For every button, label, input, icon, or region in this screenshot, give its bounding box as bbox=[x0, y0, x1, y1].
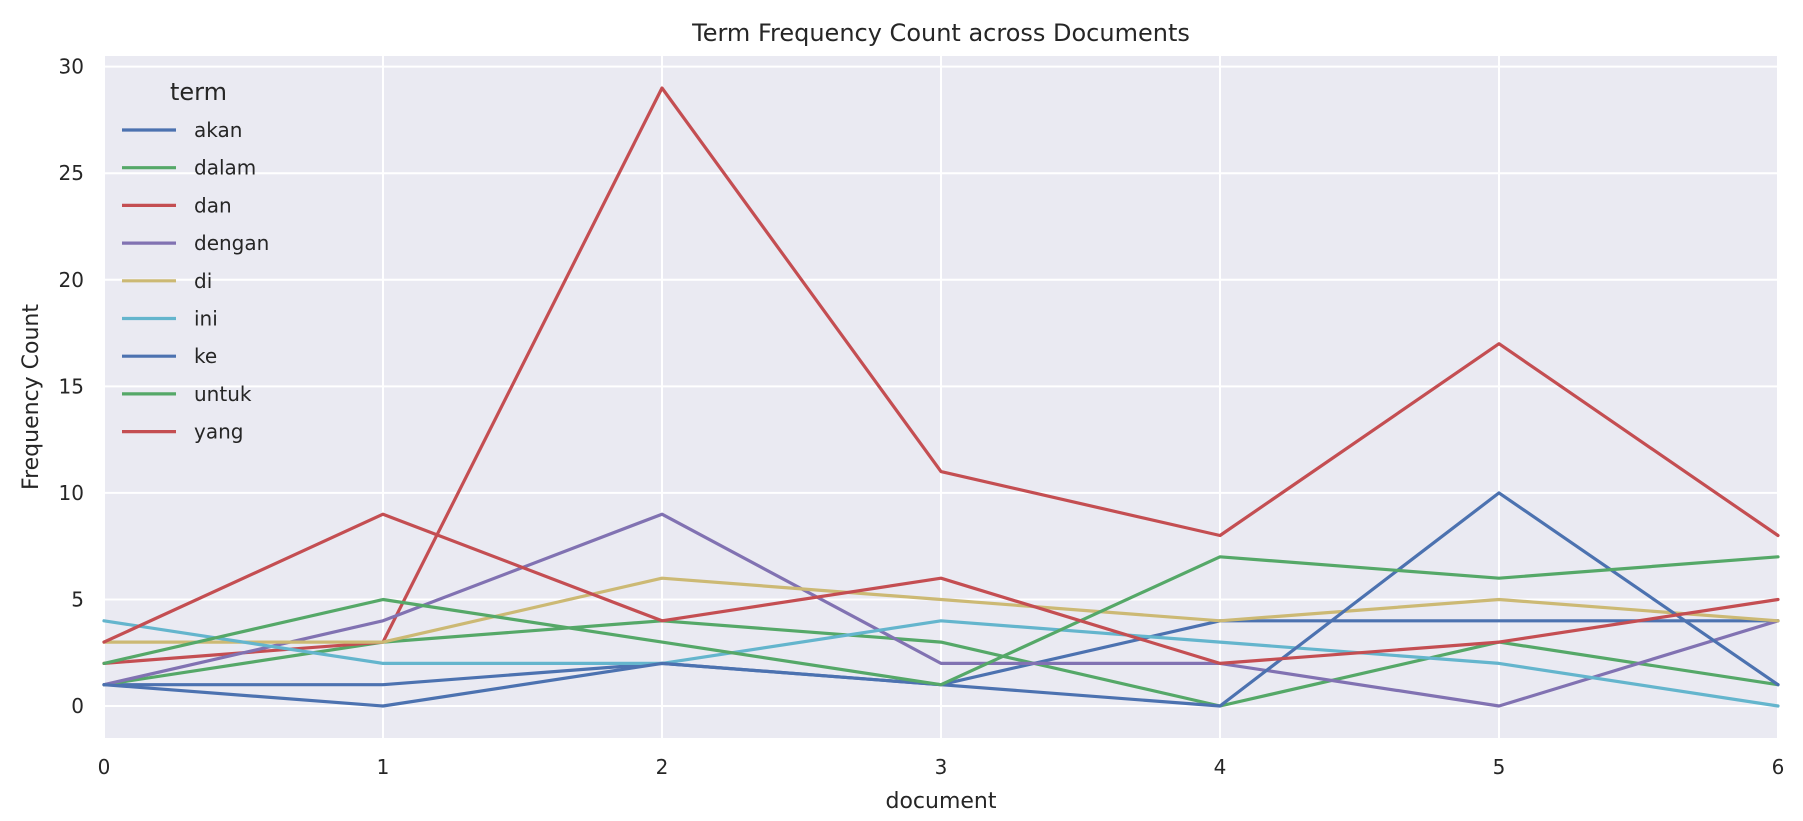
y-tick-label: 5 bbox=[71, 587, 84, 611]
y-tick-label: 30 bbox=[59, 55, 84, 79]
legend-item-ini: ini bbox=[122, 307, 218, 331]
series-line-ini bbox=[102, 619, 1780, 708]
y-tick-labels: 0 5 10 15 20 25 30 bbox=[59, 55, 84, 718]
series-line-di bbox=[102, 576, 1780, 644]
legend-label: ke bbox=[194, 344, 217, 368]
legend-item-yang: yang bbox=[122, 420, 243, 444]
y-tick-label: 20 bbox=[59, 268, 84, 292]
y-tick-label: 10 bbox=[59, 481, 84, 505]
series-lines bbox=[102, 86, 1780, 708]
legend-item-akan: akan bbox=[122, 118, 242, 142]
legend-label: ini bbox=[194, 307, 218, 331]
legend-label: akan bbox=[194, 118, 242, 142]
legend-label: dengan bbox=[194, 231, 269, 255]
x-tick-label: 2 bbox=[656, 755, 669, 779]
x-tick-label: 0 bbox=[98, 755, 111, 779]
y-axis-label: Frequency Count bbox=[19, 304, 44, 490]
y-tick-label: 15 bbox=[59, 374, 84, 398]
series-line-untuk bbox=[102, 555, 1780, 687]
x-tick-labels: 0 1 2 3 4 5 6 bbox=[98, 755, 1785, 779]
legend-item-dan: dan bbox=[122, 193, 232, 217]
legend-item-dengan: dengan bbox=[122, 231, 269, 255]
legend-label: dan bbox=[194, 193, 232, 217]
legend-label: di bbox=[194, 269, 212, 293]
legend-item-untuk: untuk bbox=[122, 382, 252, 406]
legend-label: yang bbox=[194, 420, 243, 444]
x-tick-label: 4 bbox=[1214, 755, 1227, 779]
legend-label: dalam bbox=[194, 156, 256, 180]
series-line-yang bbox=[102, 512, 1780, 666]
chart-title: Term Frequency Count across Documents bbox=[691, 19, 1190, 47]
legend-item-ke: ke bbox=[122, 344, 217, 368]
y-tick-label: 25 bbox=[59, 161, 84, 185]
x-tick-label: 3 bbox=[935, 755, 948, 779]
series-line-dengan bbox=[102, 512, 1780, 708]
legend-title: term bbox=[170, 78, 227, 106]
legend-item-dalam: dalam bbox=[122, 156, 256, 180]
x-tick-label: 6 bbox=[1772, 755, 1785, 779]
x-tick-label: 5 bbox=[1493, 755, 1506, 779]
x-axis-label: document bbox=[886, 789, 997, 814]
x-tick-label: 1 bbox=[377, 755, 390, 779]
y-tick-label: 0 bbox=[71, 694, 84, 718]
legend-label: untuk bbox=[194, 382, 252, 406]
legend: term akan dalam dan dengan di ini ke untuk yang bbox=[122, 78, 269, 444]
legend-item-di: di bbox=[122, 269, 212, 293]
